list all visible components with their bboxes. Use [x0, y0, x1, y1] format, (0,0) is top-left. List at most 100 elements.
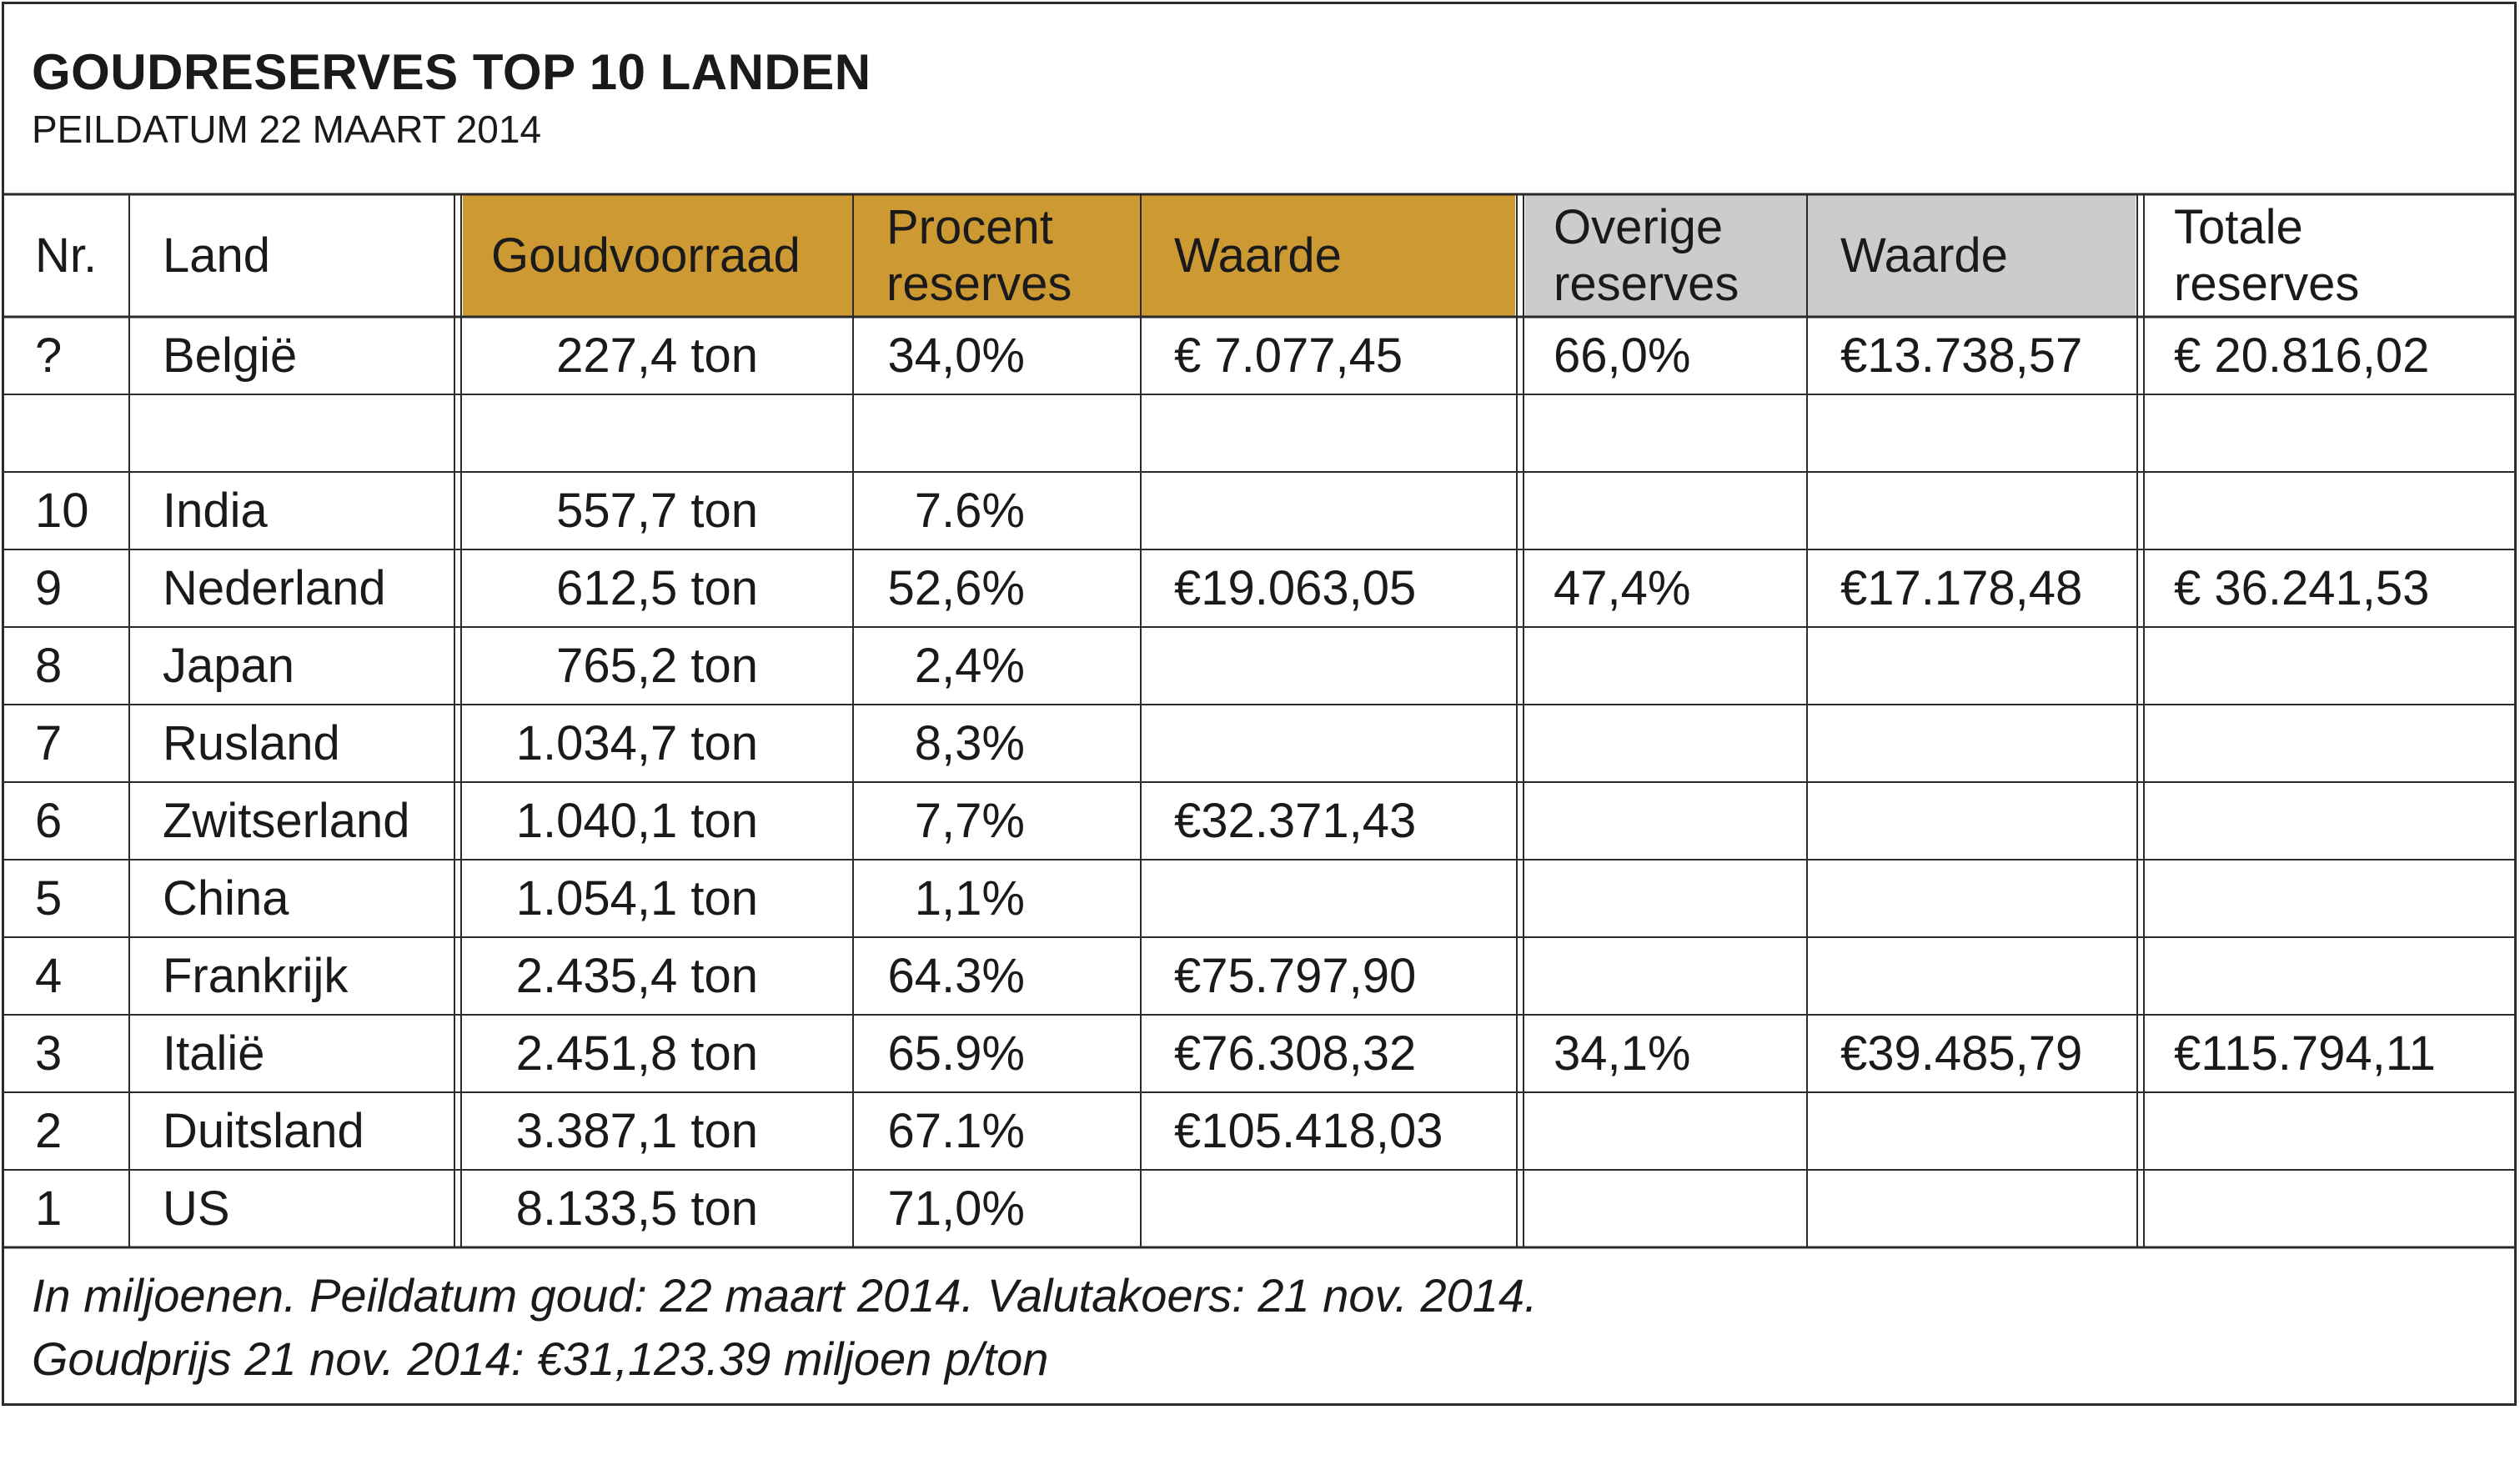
table-cell-text: €75.797,90	[1174, 947, 1416, 1006]
table-cell-text: 8	[35, 637, 62, 695]
table-cell-line: 8	[35, 638, 63, 693]
table-cell-line: € 36.241,53	[2174, 560, 2430, 615]
table-cell-text: 1.040,1 ton	[516, 792, 758, 850]
column-header-text: Overige reserves	[1554, 199, 1739, 313]
table-cell: Italië	[133, 1018, 454, 1089]
column-header-line: reserves	[1554, 256, 1739, 311]
column-header-text: Procent reserves	[886, 199, 1072, 313]
table-cell-text: 64.3%	[888, 947, 1025, 1006]
table-cell-line: 1.054,1 ton	[515, 870, 758, 926]
table-cell: €75.797,90	[1144, 941, 1517, 1011]
column-header-line: reserves	[2174, 256, 2360, 311]
table-cell: 7.6%	[856, 475, 1137, 546]
table-cell-text: ?	[35, 327, 62, 385]
table-cell-line: 34,0%	[887, 328, 1025, 383]
table-cell-line: Italië	[163, 1026, 265, 1081]
gold-header-bg	[463, 194, 1515, 317]
column-header-line: Totale	[2174, 199, 2303, 254]
table-cell-text: 7,7%	[915, 792, 1025, 850]
table-cell-line: 47,4%	[1554, 560, 1691, 615]
table-cell: Rusland	[133, 708, 454, 779]
table-cell: 8,3%	[856, 708, 1137, 779]
table-cell-text: 2.435,4 ton	[516, 947, 758, 1006]
table-cell-text: India	[163, 482, 268, 540]
column-header: Overige reserves	[1524, 198, 1804, 314]
table-cell: 67.1%	[856, 1096, 1137, 1166]
column-header-line: reserves	[886, 256, 1072, 311]
table-cell: 765,2 ton	[461, 630, 850, 701]
footnote-line-2: Goudprijs 21 nov. 2014: €31,123.39 miljo…	[32, 1332, 1049, 1385]
table-cell-line: 1	[35, 1181, 63, 1236]
table-cell-text: 3.387,1 ton	[516, 1102, 758, 1161]
table-cell-line: 8,3%	[914, 715, 1025, 770]
table-cell-line: 64.3%	[887, 948, 1025, 1003]
table-cell-text: €13.738,57	[1840, 327, 2082, 385]
table-cell-line: België	[163, 328, 298, 383]
table-cell-text: 612,5 ton	[556, 559, 758, 618]
column-header-text: Waarde	[1840, 228, 2008, 284]
gray-header-bg	[1525, 194, 2136, 317]
table-cell-line: 227,4 ton	[556, 328, 758, 383]
column-header-line: Procent	[886, 199, 1053, 254]
table-cell: 2.435,4 ton	[461, 941, 850, 1011]
table-cell-line: 9	[35, 560, 63, 615]
table-cell-text: 1,1%	[915, 870, 1025, 928]
table-cell: €17.178,48	[1810, 553, 2137, 624]
table-cell-text: € 7.077,45	[1174, 327, 1403, 385]
table-cell: 3.387,1 ton	[461, 1096, 850, 1166]
table-cell-text: 1.054,1 ton	[516, 870, 758, 928]
table-cell-line: €115.794,11	[2174, 1026, 2436, 1081]
table-cell-line: 7.6%	[914, 483, 1025, 538]
table-cell: €76.308,32	[1144, 1018, 1517, 1089]
table-cell: 1	[5, 1173, 126, 1244]
table-cell: 5	[5, 863, 126, 934]
table-cell-line: Frankrijk	[163, 948, 349, 1003]
table-cell-text: € 36.241,53	[2174, 559, 2429, 618]
table-cell: Japan	[133, 630, 454, 701]
table-cell-text: België	[163, 327, 297, 385]
column-header-line: Waarde	[1840, 228, 2008, 283]
table-cell: 7,7%	[856, 785, 1137, 856]
table-cell-text: 5	[35, 870, 62, 928]
column-header: Land	[133, 198, 454, 314]
table-cell-line: 1.034,7 ton	[515, 715, 758, 770]
table-cell-line: 557,7 ton	[556, 483, 758, 538]
table-cell: €19.063,05	[1144, 553, 1517, 624]
table-cell: 4	[5, 941, 126, 1011]
footnote-line-1: In miljoenen. Peildatum goud: 22 maart 2…	[32, 1269, 1538, 1322]
column-header-text: Totale reserves	[2174, 199, 2359, 313]
table-cell: 65.9%	[856, 1018, 1137, 1089]
table-cell: € 36.241,53	[2144, 553, 2512, 624]
table-cell-line: 7	[35, 715, 63, 770]
table-cell-line: 3.387,1 ton	[515, 1103, 758, 1158]
column-header: Waarde	[1144, 198, 1517, 314]
column-header-line: Land	[163, 228, 271, 283]
table-cell: 3	[5, 1018, 126, 1089]
table-cell-text: Italië	[163, 1025, 265, 1083]
table-cell-text: €32.371,43	[1174, 792, 1416, 850]
table-cell: 9	[5, 553, 126, 624]
table-cell-line: 1,1%	[914, 870, 1025, 926]
table-cell-line: 3	[35, 1026, 63, 1081]
table-cell: 1.040,1 ton	[461, 785, 850, 856]
column-header: Waarde	[1810, 198, 2137, 314]
table-cell: €105.418,03	[1144, 1096, 1517, 1166]
table-cell: US	[133, 1173, 454, 1244]
table-cell-line: Rusland	[163, 715, 340, 770]
table-cell: Zwitserland	[133, 785, 454, 856]
table-cell-line: €39.485,79	[1840, 1026, 2083, 1081]
column-header: Nr.	[5, 198, 126, 314]
table-cell-line: Zwitserland	[163, 793, 410, 848]
table-cell-line: Japan	[163, 638, 295, 693]
table-cell-text: €76.308,32	[1174, 1025, 1416, 1083]
column-header-text: Waarde	[1174, 228, 1342, 284]
table-cell-text: US	[163, 1180, 230, 1238]
column-header-text: Goudvoorraad	[491, 228, 801, 284]
column-header-text: Nr.	[35, 228, 97, 284]
table-cell-text: €105.418,03	[1174, 1102, 1443, 1161]
table-cell: ?	[5, 320, 126, 391]
table-cell-line: 10	[35, 483, 89, 538]
table-cell: 34,0%	[856, 320, 1137, 391]
table-cell-text: €19.063,05	[1174, 559, 1416, 618]
